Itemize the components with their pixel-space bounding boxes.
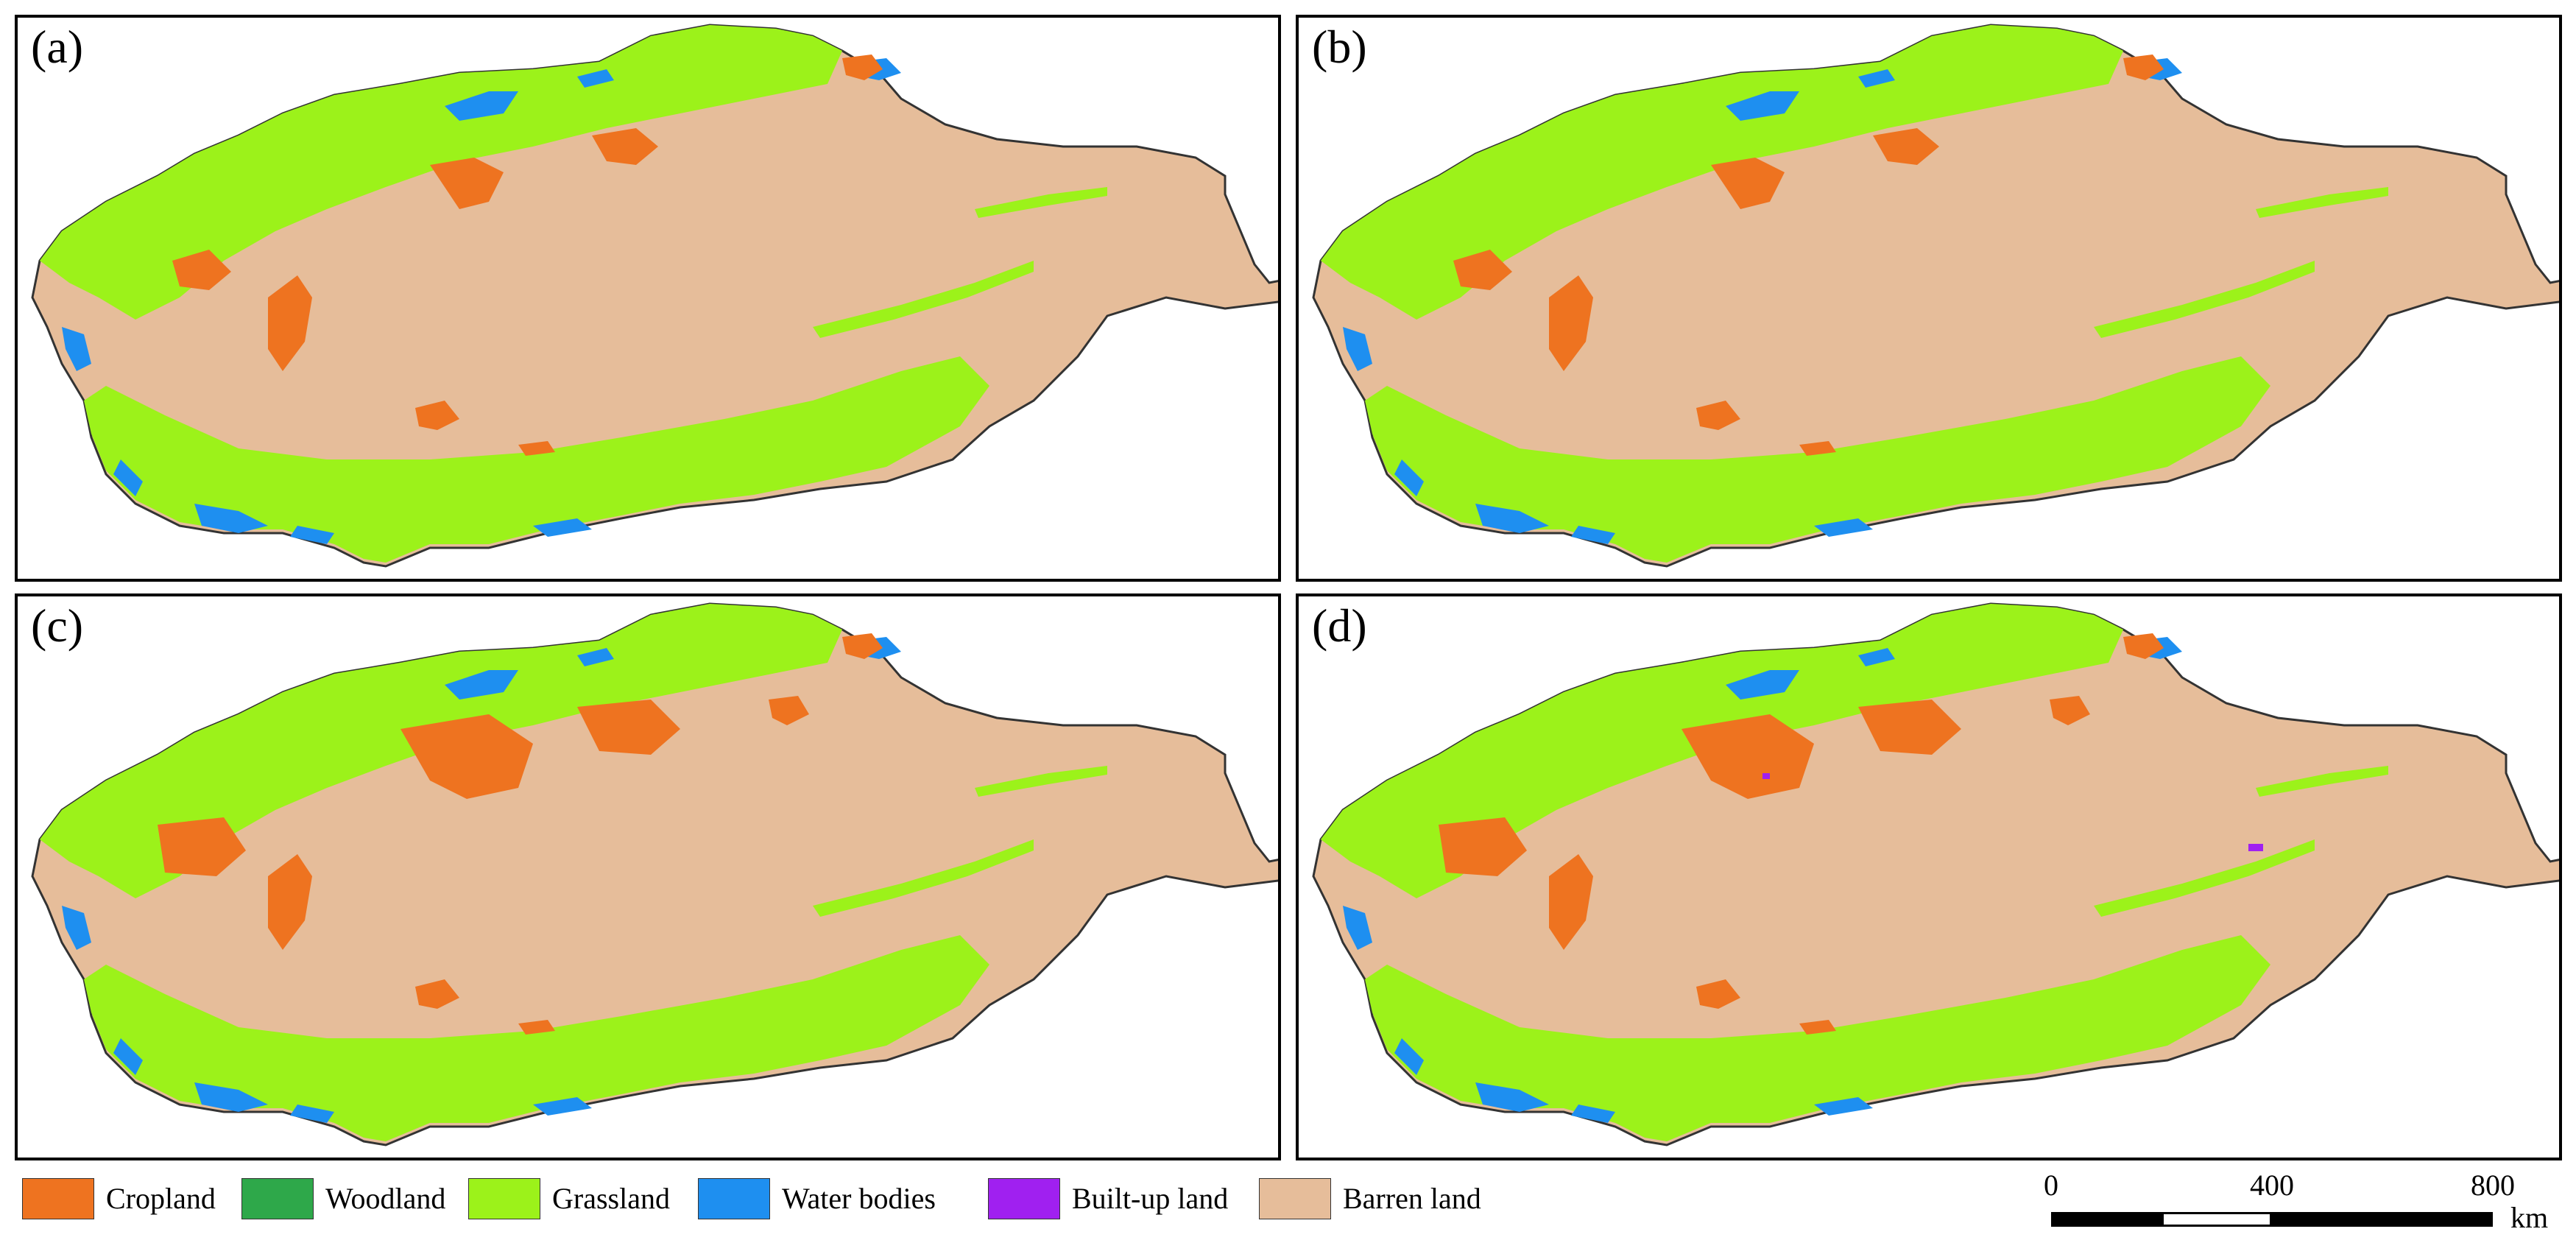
scale-segment-2	[2162, 1212, 2272, 1227]
panel-label-d: (d)	[1312, 599, 1367, 652]
legend-label-water-bodies: Water bodies	[782, 1182, 936, 1215]
scale-segment-3	[2272, 1212, 2493, 1227]
legend-label-grassland: Grassland	[552, 1182, 670, 1215]
map-panel-a: (a)	[15, 15, 1281, 582]
legend-swatch-built-up-land	[988, 1178, 1060, 1219]
legend: Cropland Woodland Grassland Water bodies…	[22, 1171, 2010, 1222]
map-panel-c: (c)	[15, 593, 1281, 1160]
legend-label-built-up-land: Built-up land	[1072, 1182, 1229, 1215]
legend-swatch-barren-land	[1259, 1178, 1331, 1219]
land-use-map-c	[31, 602, 1278, 1146]
land-use-map-a	[31, 24, 1278, 568]
scale-tick-0: 0	[2044, 1169, 2058, 1202]
land-use-map-d	[1312, 602, 2559, 1146]
map-panel-d: (d)	[1296, 593, 2562, 1160]
legend-label-cropland: Cropland	[106, 1182, 216, 1215]
scale-bar: 0 400 800 km	[2044, 1168, 2562, 1239]
legend-swatch-woodland	[241, 1178, 314, 1219]
scale-unit: km	[2510, 1201, 2549, 1234]
panel-label-a: (a)	[31, 21, 84, 73]
scale-segment-1	[2051, 1212, 2162, 1227]
panel-label-c: (c)	[31, 599, 84, 652]
legend-swatch-cropland	[22, 1178, 94, 1219]
legend-swatch-grassland	[468, 1178, 540, 1219]
legend-swatch-water-bodies	[698, 1178, 770, 1219]
scale-tick-400: 400	[2250, 1169, 2294, 1202]
land-use-map-b	[1312, 24, 2559, 568]
map-panel-b: (b)	[1296, 15, 2562, 582]
scale-tick-800: 800	[2471, 1169, 2515, 1202]
legend-label-woodland: Woodland	[325, 1182, 446, 1215]
panel-label-b: (b)	[1312, 21, 1367, 73]
legend-label-barren-land: Barren land	[1343, 1182, 1481, 1215]
